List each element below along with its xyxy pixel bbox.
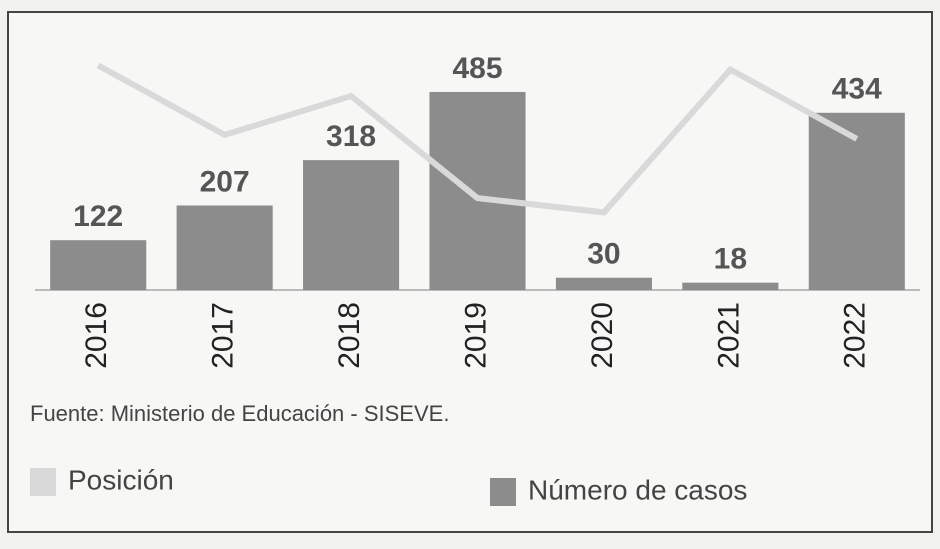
legend-label: Número de casos (528, 474, 747, 505)
data-label: 122 (73, 200, 123, 233)
line-series (96, 62, 859, 216)
x-tick-label: 2022 (839, 302, 872, 369)
legend-swatch (490, 478, 516, 506)
bar (808, 112, 905, 291)
data-label: 485 (452, 52, 502, 85)
bar (682, 282, 779, 290)
legend-label: Posición (68, 464, 174, 495)
data-label: 318 (326, 120, 376, 153)
data-label: 18 (714, 243, 747, 276)
x-tick-label: 2019 (459, 302, 492, 369)
legend-swatch (30, 468, 56, 496)
source-note: Fuente: Ministerio de Educación - SISEVE… (30, 401, 449, 426)
bar (50, 240, 147, 290)
bar (555, 277, 652, 290)
bar (429, 91, 526, 290)
x-tick-label: 2021 (712, 302, 745, 369)
x-tick-label: 2017 (207, 302, 240, 369)
x-tick-label: 2018 (333, 302, 366, 369)
x-tick-label: 2020 (586, 302, 619, 369)
data-label: 434 (832, 73, 882, 106)
bar (303, 160, 400, 290)
data-label: 207 (200, 165, 250, 198)
bar (176, 205, 273, 290)
data-label: 30 (587, 238, 620, 271)
x-tick-label: 2016 (80, 302, 113, 369)
